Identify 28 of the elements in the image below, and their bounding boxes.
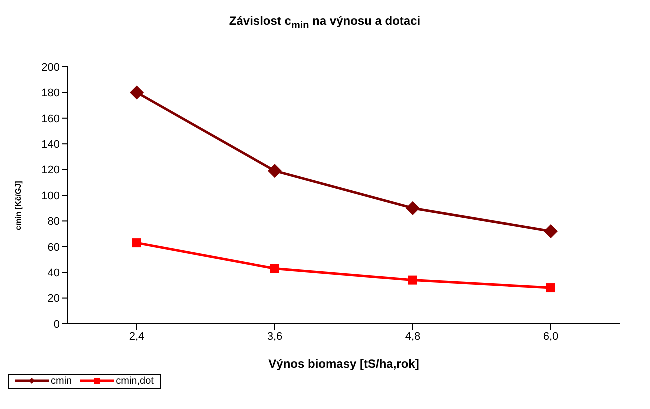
x-axis-title: Výnos biomasy [tS/ha,rok] [268, 357, 420, 371]
legend-label: cmin,dot [116, 376, 154, 386]
point [130, 86, 144, 100]
y-tick-label: 20 [48, 293, 60, 306]
y-tick-label: 60 [48, 242, 60, 254]
y-tick-label: 120 [42, 164, 60, 177]
y-tick-label: 140 [42, 139, 60, 152]
point [544, 224, 558, 238]
point [132, 238, 142, 248]
chart-title: Závislost c$_{min}$ na výnosu a dotaci [228, 13, 422, 34]
x-tick-label: 3,6 [267, 330, 283, 343]
point [268, 164, 282, 178]
point [270, 264, 280, 274]
y-tick-label: 180 [42, 88, 60, 100]
y-tick-label: 100 [42, 190, 60, 202]
x-tick-label: 4,8 [405, 330, 421, 343]
x-tick-label: 2,4 [129, 330, 145, 343]
point [408, 276, 418, 285]
y-tick-label: 80 [48, 216, 60, 228]
x-tick-label: 6,0 [543, 330, 559, 343]
y-tick-label: 40 [48, 268, 60, 280]
point [406, 201, 420, 216]
y-tick-label: 0 [54, 318, 60, 331]
y-tick-label: 160 [42, 113, 60, 126]
legend-label: cmin [51, 376, 72, 386]
point [546, 284, 556, 293]
y-axis-title: cmin [Kč/GJ] [14, 180, 23, 230]
y-tick-label: 200 [42, 62, 60, 74]
